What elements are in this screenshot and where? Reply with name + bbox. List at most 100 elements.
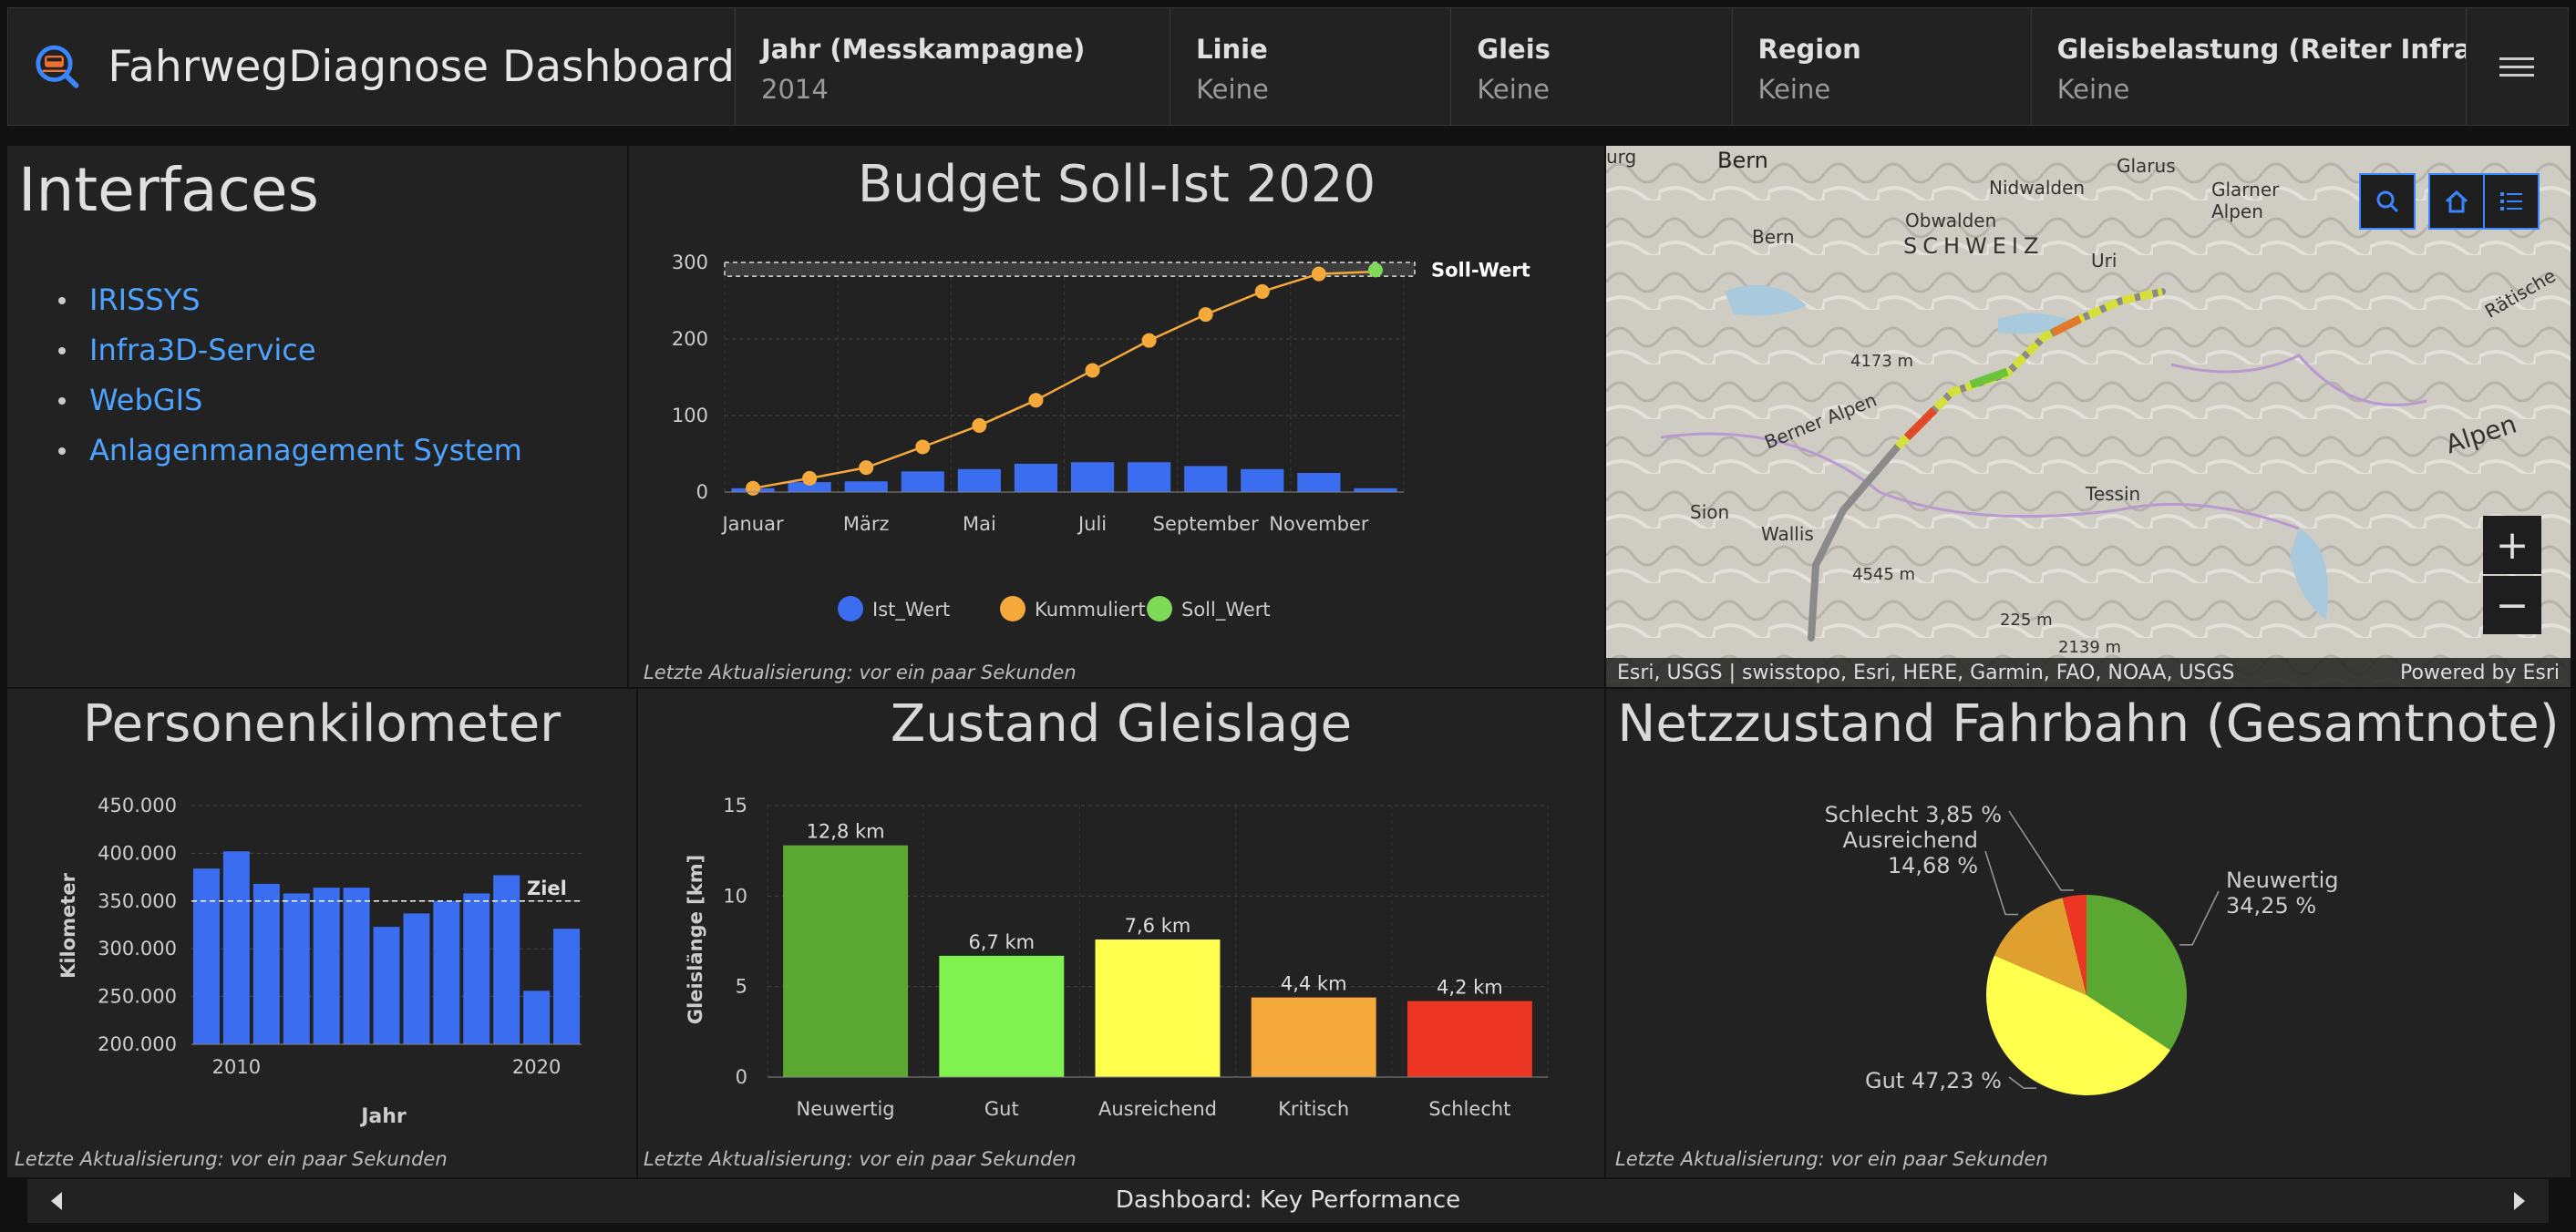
- filter-label: Region: [1757, 34, 1861, 65]
- footer-title: Dashboard: Key Performance: [1115, 1186, 1461, 1214]
- map-label: Bern: [1717, 148, 1768, 173]
- filter-region[interactable]: Region Keine: [1733, 8, 2032, 125]
- x-tick-label: 2010: [212, 1056, 261, 1078]
- map-layer-list-icon[interactable]: [2483, 173, 2540, 230]
- y-tick-label: 450.000: [98, 795, 177, 816]
- app-title: FahrwegDiagnose Dashboard: [108, 41, 735, 92]
- pie-leader-line: [1984, 850, 2019, 916]
- bar-ist-wert: [901, 471, 944, 492]
- y-tick-label: 5: [736, 976, 747, 998]
- bar-personenkm: [222, 851, 250, 1044]
- map-label: Glarus: [2117, 155, 2176, 177]
- link-anlagenmanagement[interactable]: Anlagenmanagement System: [58, 433, 522, 467]
- x-tick-label: März: [843, 513, 890, 535]
- filter-gleisbelastung[interactable]: Gleisbelastung (Reiter Infrastr… Keine: [2032, 8, 2467, 125]
- gleislage-title: Zustand Gleislage: [890, 694, 1353, 754]
- y-tick-label: 15: [723, 795, 747, 816]
- bar-personenkm: [463, 893, 490, 1044]
- y-tick-label: 250.000: [98, 986, 177, 1008]
- x-tick-label: September: [1153, 513, 1259, 535]
- bar-gleislage: [939, 955, 1065, 1077]
- hamburger-menu-icon[interactable]: [2467, 8, 2568, 125]
- zoom-in-icon[interactable]: +: [2483, 516, 2541, 574]
- updated-text: Letzte Aktualisierung: vor ein paar Seku…: [1615, 1148, 2048, 1170]
- previous-page-icon[interactable]: [51, 1192, 62, 1210]
- y-tick-label: 300.000: [98, 938, 177, 960]
- x-tick-label: Ausreichend: [1098, 1098, 1217, 1120]
- zoom-out-icon[interactable]: −: [2483, 576, 2541, 634]
- y-tick-label: 300: [672, 252, 708, 273]
- interfaces-links: IRISSYS Infra3D-Service WebGIS Anlagenma…: [58, 282, 522, 483]
- bar-ist-wert: [1354, 488, 1397, 492]
- map-home-icon[interactable]: [2428, 173, 2485, 230]
- filter-jahr[interactable]: Jahr (Messkampagne) 2014: [736, 8, 1171, 125]
- target-band-label: Soll-Wert: [1431, 259, 1530, 281]
- filter-value: 2014: [761, 74, 829, 105]
- next-page-icon[interactable]: [2514, 1192, 2525, 1210]
- gleislage-panel: Zustand Gleislage 0 5 10 15 12,8 km Neuwertig…: [638, 689, 1604, 1177]
- gleislage-chart: 0 5 10 15 12,8 km Neuwertig 6,7 km Gut 7,6 km Aus…: [685, 795, 1549, 1120]
- map-search-icon[interactable]: [2359, 173, 2416, 230]
- legend-label: Ist_Wert: [872, 599, 950, 621]
- filter-label: Linie: [1196, 34, 1268, 65]
- point-kummuliert: [915, 439, 931, 455]
- bar-personenkm: [313, 888, 340, 1044]
- pie-slice: [2062, 895, 2087, 995]
- bar-personenkm: [433, 900, 460, 1044]
- legend-swatch: [1000, 596, 1025, 621]
- bar-personenkm: [192, 868, 220, 1044]
- filter-linie[interactable]: Linie Keine: [1170, 8, 1452, 125]
- link-irissys[interactable]: IRISSYS: [58, 282, 522, 317]
- bar-personenkm: [553, 929, 581, 1044]
- pie-leader-line: [2179, 890, 2220, 946]
- bar-personenkm: [523, 991, 551, 1044]
- netzzustand-title: Netzzustand Fahrbahn (Gesamtnote): [1617, 694, 2560, 754]
- y-tick-label: 100: [672, 405, 708, 426]
- pie-label-value: 34,25 %: [2226, 893, 2316, 919]
- point-kummuliert: [859, 460, 874, 476]
- point-kummuliert: [1141, 333, 1157, 348]
- budget-chart: 0 100 200 300 Soll-Wert Januar März Mai Juli Sept…: [672, 252, 1530, 621]
- point-kummuliert: [802, 470, 818, 486]
- x-tick-label: Schlecht: [1428, 1098, 1510, 1120]
- map-label: Bern: [1752, 226, 1795, 248]
- bar-gleislage: [1406, 1001, 1532, 1077]
- link-webgis[interactable]: WebGIS: [58, 383, 522, 417]
- point-kummuliert: [1311, 266, 1326, 282]
- legend-swatch: [838, 596, 863, 621]
- link-infra3d-service[interactable]: Infra3D-Service: [58, 333, 522, 367]
- interfaces-panel: Interfaces IRISSYS Infra3D-Service WebGI…: [7, 146, 627, 687]
- map-label: Tessin: [2086, 483, 2141, 505]
- target-label: Ziel: [527, 878, 567, 899]
- bar-ist-wert: [1241, 468, 1284, 492]
- point-kummuliert: [746, 480, 761, 496]
- bar-personenkm: [373, 927, 400, 1044]
- map-canvas[interactable]: [1606, 146, 2571, 687]
- filter-label: Gleisbelastung (Reiter Infrastr…: [2056, 34, 2466, 65]
- x-tick-label: Mai: [963, 513, 996, 535]
- map-panel[interactable]: Bern urg Bern Nidwalden Obwalden Glarus …: [1606, 146, 2571, 687]
- map-label: Uri: [2091, 250, 2117, 272]
- bar-ist-wert: [844, 481, 888, 492]
- target-band: [724, 262, 1416, 277]
- pie-slice: [2087, 895, 2187, 1051]
- bar-data-label: 4,4 km: [1281, 973, 1347, 995]
- x-tick-label: 2020: [512, 1056, 561, 1078]
- y-axis-label: Gleislänge [km]: [685, 855, 706, 1024]
- bar-personenkm: [403, 913, 430, 1044]
- filter-gleis[interactable]: Gleis Keine: [1451, 8, 1733, 125]
- bar-personenkm: [252, 883, 280, 1044]
- pie-label-name: Ausreichend: [1842, 827, 1978, 853]
- filter-label: Jahr (Messkampagne): [761, 34, 1086, 65]
- powered-by-esri[interactable]: Powered by Esri: [2399, 661, 2560, 684]
- bar-ist-wert: [1014, 463, 1058, 492]
- personenkm-panel: Personenkilometer 450.000 400.000 350.000 3…: [7, 689, 636, 1177]
- point-kummuliert: [1085, 363, 1100, 378]
- x-tick-label: November: [1269, 513, 1369, 535]
- y-tick-label: 400.000: [98, 842, 177, 864]
- bar-gleislage: [783, 845, 909, 1077]
- x-tick-label: Gut: [984, 1098, 1019, 1120]
- updated-text: Letzte Aktualisierung: vor ein paar Seku…: [644, 662, 1077, 683]
- point-kummuliert: [1028, 393, 1044, 408]
